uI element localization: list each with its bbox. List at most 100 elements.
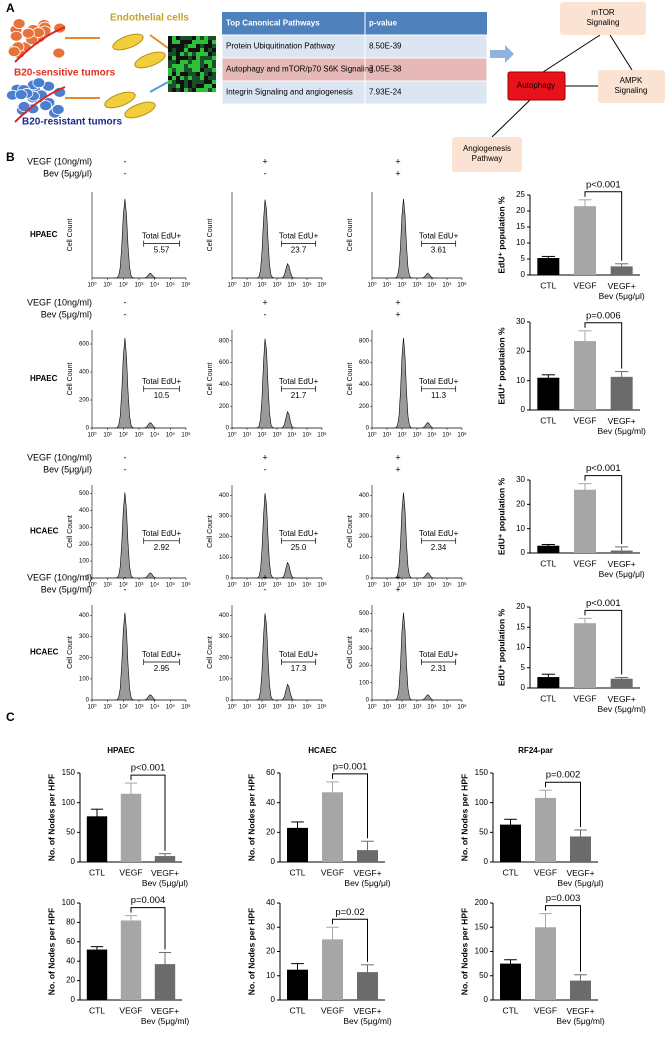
y-tick-label: 400 [79, 613, 90, 619]
y-axis-label: EdU⁺ population % [496, 196, 506, 274]
arrow [490, 45, 514, 63]
heatmap-cell [192, 44, 196, 48]
y-tick-label: 0 [226, 576, 230, 582]
heatmap-cell [172, 60, 176, 64]
x-tick-label: 10³ [273, 283, 282, 289]
treatment-sign: - [264, 584, 267, 594]
heatmap-cell [176, 40, 180, 44]
y-tick-label: 0 [86, 426, 90, 432]
heatmap-cell [180, 80, 184, 84]
bar [574, 341, 596, 410]
y-tick-label: 600 [359, 360, 370, 366]
treatment-sign: + [262, 297, 267, 307]
heatmap-cell [168, 52, 172, 56]
treatment-label: VEGF (10ng/ml) [27, 452, 92, 462]
x-tick-label: 10⁰ [87, 704, 97, 711]
x-tick-label: 10⁵ [442, 582, 452, 589]
table-header-cell: Top Canonical Pathways [226, 19, 320, 28]
y-tick-label: 0 [366, 698, 370, 704]
heatmap-cell [184, 52, 188, 56]
treatment-sign: + [395, 168, 400, 178]
x-tick-label: 10² [119, 705, 128, 711]
heatmap-cell [184, 68, 188, 72]
bar [570, 836, 591, 862]
arrow [149, 34, 169, 49]
cell [17, 101, 31, 112]
x-tick-label: 10³ [413, 705, 422, 711]
x-tick-label: 10⁶ [317, 582, 327, 589]
x-tick-label: 10⁴ [150, 432, 160, 439]
y-tick-label: 100 [359, 555, 370, 561]
heatmap-cell [212, 60, 216, 64]
heatmap-cell [200, 84, 204, 88]
treatment-sign: + [395, 572, 400, 582]
heatmap-cell [180, 64, 184, 68]
heatmap-cell [180, 48, 184, 52]
heatmap-cell [172, 52, 176, 56]
y-tick-label: 40 [266, 798, 275, 807]
y-tick-label: 0 [71, 995, 76, 1004]
x-tick-label: VEGF+ Bev (5μg/μl) [142, 868, 188, 888]
panel-label: C [6, 710, 15, 724]
chart-title: HPAEC [107, 746, 135, 755]
x-tick-label: CTL [502, 1005, 518, 1015]
gate-value: 25.0 [291, 543, 307, 552]
heatmap-cell [208, 72, 212, 76]
x-tick-label: 10³ [135, 583, 144, 589]
x-tick-label: 10⁶ [457, 704, 467, 711]
heatmap-cell [212, 68, 216, 72]
x-tick-label: 10⁰ [367, 582, 377, 589]
treatment-sign: - [124, 584, 127, 594]
x-tick-label: 10¹ [103, 283, 112, 289]
treatment-sign: - [124, 309, 127, 319]
y-tick-label: 300 [79, 634, 90, 640]
heatmap-cell [200, 52, 204, 56]
heatmap-cell [212, 72, 216, 76]
bar [537, 677, 560, 688]
x-tick-label: 10⁵ [302, 582, 312, 589]
heatmap-cell [192, 64, 196, 68]
x-tick-label: 10⁶ [181, 704, 191, 711]
heatmap-cell [180, 84, 184, 88]
y-tick-label: 200 [79, 542, 90, 548]
heatmap-cell [204, 56, 208, 60]
y-tick-label: 100 [359, 680, 370, 686]
y-tick-label: 50 [479, 971, 488, 980]
bar [322, 939, 343, 1000]
heatmap-cell [196, 40, 200, 44]
heatmap-cell [184, 44, 188, 48]
y-axis-label: Cell Count [347, 219, 354, 252]
bar [574, 206, 596, 275]
x-tick-label: VEGF+ Bev (5μg/ml) [141, 1006, 190, 1026]
treatment-sign: + [395, 309, 400, 319]
heatmap-cell [172, 84, 176, 88]
heatmap-cell [196, 56, 200, 60]
heatmap-cell [172, 68, 176, 72]
heatmap-cell [168, 36, 172, 40]
y-axis-label: EdU⁺ population % [496, 327, 506, 405]
heatmap-cell [212, 52, 216, 56]
heatmap-cell [212, 56, 216, 60]
heatmap-cell [176, 68, 180, 72]
y-tick-label: 80 [66, 918, 75, 927]
x-tick-label: VEGF [573, 558, 596, 568]
node-box [507, 71, 566, 101]
y-tick-label: 300 [79, 525, 90, 531]
y-tick-label: 400 [219, 382, 230, 388]
gate-value: 23.7 [291, 246, 307, 255]
treatment-label: Bev (5μg/ml) [41, 584, 92, 594]
y-tick-label: 0 [366, 576, 370, 582]
y-tick-label: 60 [266, 768, 275, 777]
panel-label: B [6, 150, 15, 164]
x-tick-label: 10⁴ [427, 432, 437, 439]
treatment-sign: - [124, 168, 127, 178]
heatmap-cell [192, 68, 196, 72]
significance-bracket [584, 322, 623, 369]
cell-type-label: HPAEC [30, 230, 58, 239]
heatmap-cell [200, 68, 204, 72]
heatmap-cell [180, 36, 184, 40]
y-tick-label: 150 [62, 768, 76, 777]
treatment-label: Bev (5μg/μl) [43, 168, 92, 178]
y-tick-label: 10 [516, 376, 525, 385]
x-tick-label: 10⁵ [302, 282, 312, 289]
